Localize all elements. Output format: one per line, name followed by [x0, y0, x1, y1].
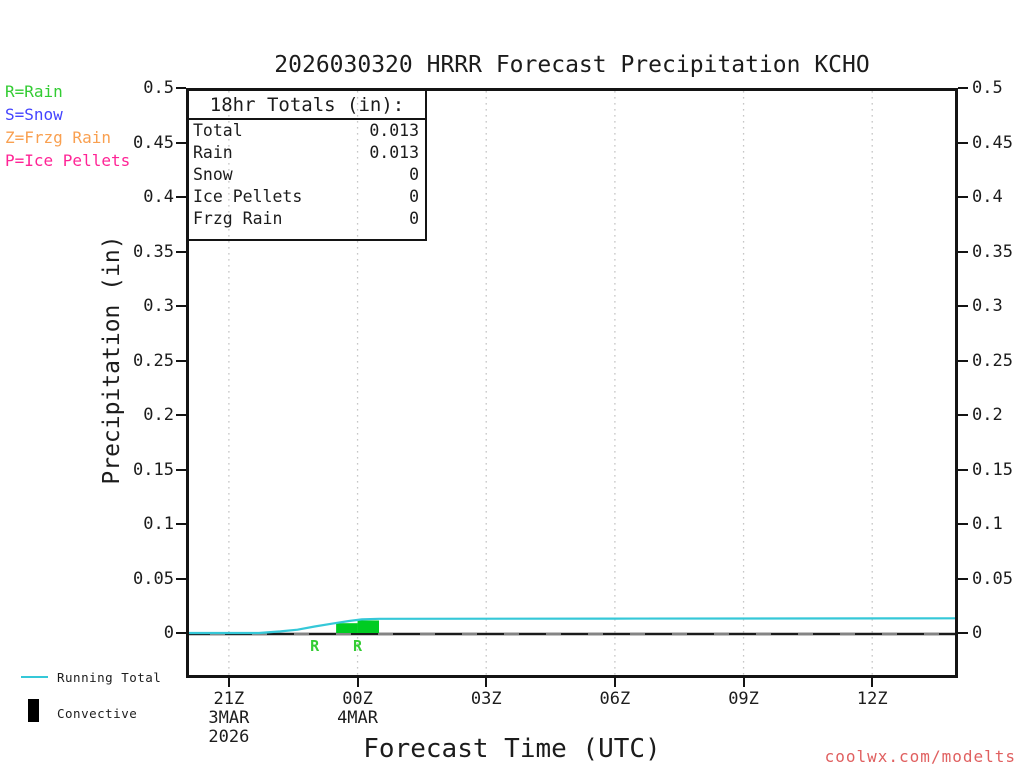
x-tick-label: 03Z: [470, 689, 502, 709]
x-tick-label: 00Z: [342, 689, 373, 709]
y-tick-right: [958, 250, 968, 253]
watermark: coolwx.com/modelts: [824, 747, 1016, 766]
y-tick-right: [958, 468, 968, 471]
totals-header: 18hr Totals (in):: [189, 91, 425, 120]
y-tick-right: [958, 141, 968, 144]
y-tick-label-left: 0.4: [143, 187, 174, 207]
precip-bar: [336, 623, 358, 633]
totals-value: 0.013: [369, 143, 419, 162]
x-tick-label: 12Z: [856, 689, 888, 709]
y-tick-left: [176, 468, 186, 471]
convective-bar-swatch: [28, 699, 39, 722]
y-tick-label-left: 0.25: [133, 350, 174, 371]
totals-value: 0: [409, 165, 419, 184]
y-tick-label-right: 0.15: [972, 459, 1013, 480]
totals-label: Frzg Rain: [193, 209, 283, 228]
y-tick-left: [176, 359, 186, 362]
y-tick-right: [958, 577, 968, 580]
totals-row-total: Total 0.013: [189, 120, 425, 142]
running-total-line: [189, 617, 955, 635]
legend-item-snow: S=Snow: [5, 105, 63, 124]
y-tick-left: [176, 87, 186, 89]
legend-item-rain: R=Rain: [5, 82, 63, 101]
totals-value: 0.013: [369, 121, 419, 140]
chart-title: 2026030320 HRRR Forecast Precipitation K…: [274, 52, 870, 78]
x-tick-sub-label: 3MAR: [208, 708, 250, 728]
y-tick-label-right: 0.4: [972, 187, 1003, 207]
legend-item-frzg-rain: Z=Frzg Rain: [5, 128, 111, 147]
x-axis-title: Forecast Time (UTC): [363, 734, 661, 764]
totals-row-snow: Snow 0: [189, 164, 425, 186]
x-tick: [485, 678, 488, 687]
x-tick-label: 21Z: [213, 689, 245, 709]
y-tick-label-left: 0.35: [133, 241, 174, 262]
totals-label: Rain: [193, 143, 233, 162]
x-tick-sub-label: 4MAR: [337, 708, 379, 728]
y-tick-label-right: 0.25: [972, 350, 1013, 371]
x-tick-label: 09Z: [728, 689, 759, 709]
y-tick-label-left: 0.15: [133, 459, 174, 480]
y-tick-label-left: 0.05: [133, 568, 174, 589]
ptype-marker: R: [310, 637, 320, 655]
y-tick-left: [176, 250, 186, 253]
y-tick-right: [958, 632, 968, 634]
y-tick-left: [176, 414, 186, 416]
precip-bar: [357, 620, 379, 633]
y-tick-left: [176, 577, 186, 580]
ptype-marker: R: [353, 637, 363, 655]
y-tick-label-right: 0.35: [972, 241, 1013, 262]
legend-item-ice-pellets: P=Ice Pellets: [5, 151, 131, 170]
x-tick-label: 06Z: [599, 689, 631, 709]
running-total-line-swatch: [21, 676, 48, 678]
totals-label: Total: [193, 121, 243, 140]
y-tick-label-right: 0: [972, 623, 983, 643]
y-tick-right: [958, 305, 968, 307]
x-tick: [356, 678, 359, 687]
y-tick-right: [958, 87, 968, 89]
totals-row-rain: Rain 0.013: [189, 142, 425, 164]
y-tick-left: [176, 305, 186, 307]
x-tick: [227, 678, 230, 687]
y-tick-label-right: 0.2: [972, 405, 1003, 425]
totals-label: Ice Pellets: [193, 187, 303, 206]
totals-value: 0: [409, 209, 419, 228]
totals-value: 0: [409, 187, 419, 206]
convective-legend-label: Convective: [57, 706, 138, 721]
totals-row-ice-pellets: Ice Pellets 0: [189, 186, 425, 208]
totals-row-frzg-rain: Frzg Rain 0: [189, 208, 425, 230]
y-tick-label-right: 0.5: [972, 78, 1003, 98]
y-tick-left: [176, 523, 186, 525]
totals-box: 18hr Totals (in): Total 0.013 Rain 0.013 S…: [189, 91, 427, 241]
x-tick-sub-label: 2026: [208, 727, 250, 747]
y-tick-right: [958, 414, 968, 416]
x-tick: [871, 678, 874, 687]
y-tick-left: [176, 141, 186, 144]
y-tick-label-right: 0.05: [972, 568, 1013, 589]
x-tick: [742, 678, 745, 687]
y-tick-label-left: 0.2: [143, 405, 174, 425]
y-tick-label-right: 0.3: [972, 296, 1003, 316]
y-tick-label-left: 0.45: [133, 132, 174, 153]
y-tick-label-left: 0.3: [143, 296, 174, 316]
y-tick-label-right: 0.1: [972, 514, 1003, 534]
y-tick-left: [176, 196, 186, 198]
y-tick-right: [958, 196, 968, 198]
y-tick-label-left: 0.5: [143, 78, 174, 98]
y-tick-label-left: 0.1: [143, 514, 174, 534]
y-tick-right: [958, 359, 968, 362]
y-tick-label-right: 0.45: [972, 132, 1013, 153]
y-tick-label-left: 0: [163, 623, 174, 643]
y-tick-left: [176, 632, 186, 634]
totals-label: Snow: [193, 165, 233, 184]
running-total-legend-label: Running Total: [57, 670, 162, 685]
x-tick: [613, 678, 616, 687]
y-tick-right: [958, 523, 968, 525]
